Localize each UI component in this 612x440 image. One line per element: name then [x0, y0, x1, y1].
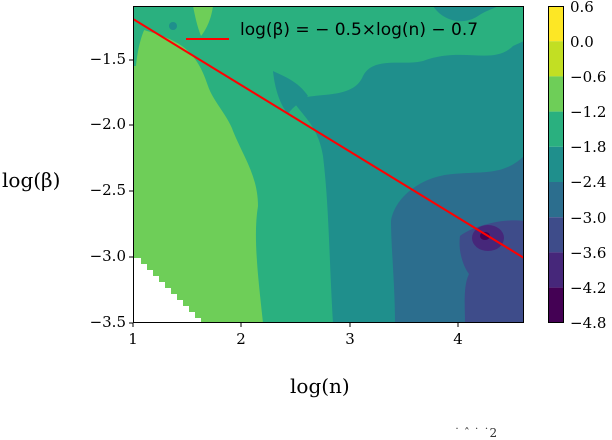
x-tick-label: 4 — [453, 330, 463, 348]
y-tick-label: −2.0 — [89, 115, 126, 133]
no-data-region — [133, 258, 201, 323]
colorbar-tick: −0.6 — [570, 68, 607, 86]
contour-plot — [133, 6, 524, 323]
colorbar-tick: −1.8 — [570, 138, 607, 156]
y-tick-label: −3.5 — [89, 313, 126, 331]
band-neg1.8-corner — [133, 10, 153, 66]
colorbar-tick: 0.0 — [570, 33, 594, 51]
colorbar-tick: −4.2 — [570, 279, 607, 297]
plot-frame — [133, 6, 524, 323]
colorbar-tick: −1.2 — [570, 103, 607, 121]
y-axis-label: log(β) — [2, 168, 61, 192]
x-tick-marks — [132, 323, 459, 327]
x-tick-label: 2 — [236, 330, 246, 348]
band-neg2.4-top — [433, 6, 498, 22]
cropped-caption-fragment: ˙ ˆ ˙ ˙2 — [454, 426, 498, 440]
x-axis-label: log(n) — [290, 374, 350, 398]
band-neg4.8 — [480, 232, 490, 240]
spot — [169, 22, 177, 30]
colorbar-tick: −3.0 — [570, 209, 607, 227]
legend-label: log(β) = − 0.5×log(n) − 0.7 — [240, 20, 479, 40]
colorbar-tick: −4.8 — [570, 314, 607, 332]
band-neg2.4-spot — [273, 71, 308, 114]
x-tick-label: 1 — [128, 330, 138, 348]
band-neg1.2 — [133, 26, 263, 323]
y-tick-label: −2.5 — [89, 181, 126, 199]
colorbar — [548, 6, 564, 323]
y-tick-marks — [129, 59, 133, 324]
y-tick-label: −1.5 — [89, 50, 126, 68]
x-tick-label: 3 — [345, 330, 355, 348]
fit-line — [133, 18, 524, 259]
colorbar-tick: −3.6 — [570, 244, 607, 262]
colorbar-tick: −2.4 — [570, 173, 607, 191]
y-tick-label: −3.0 — [89, 247, 126, 265]
band-neg1.2-top — [193, 6, 213, 36]
colorbar-tick: 0.6 — [570, 0, 594, 16]
